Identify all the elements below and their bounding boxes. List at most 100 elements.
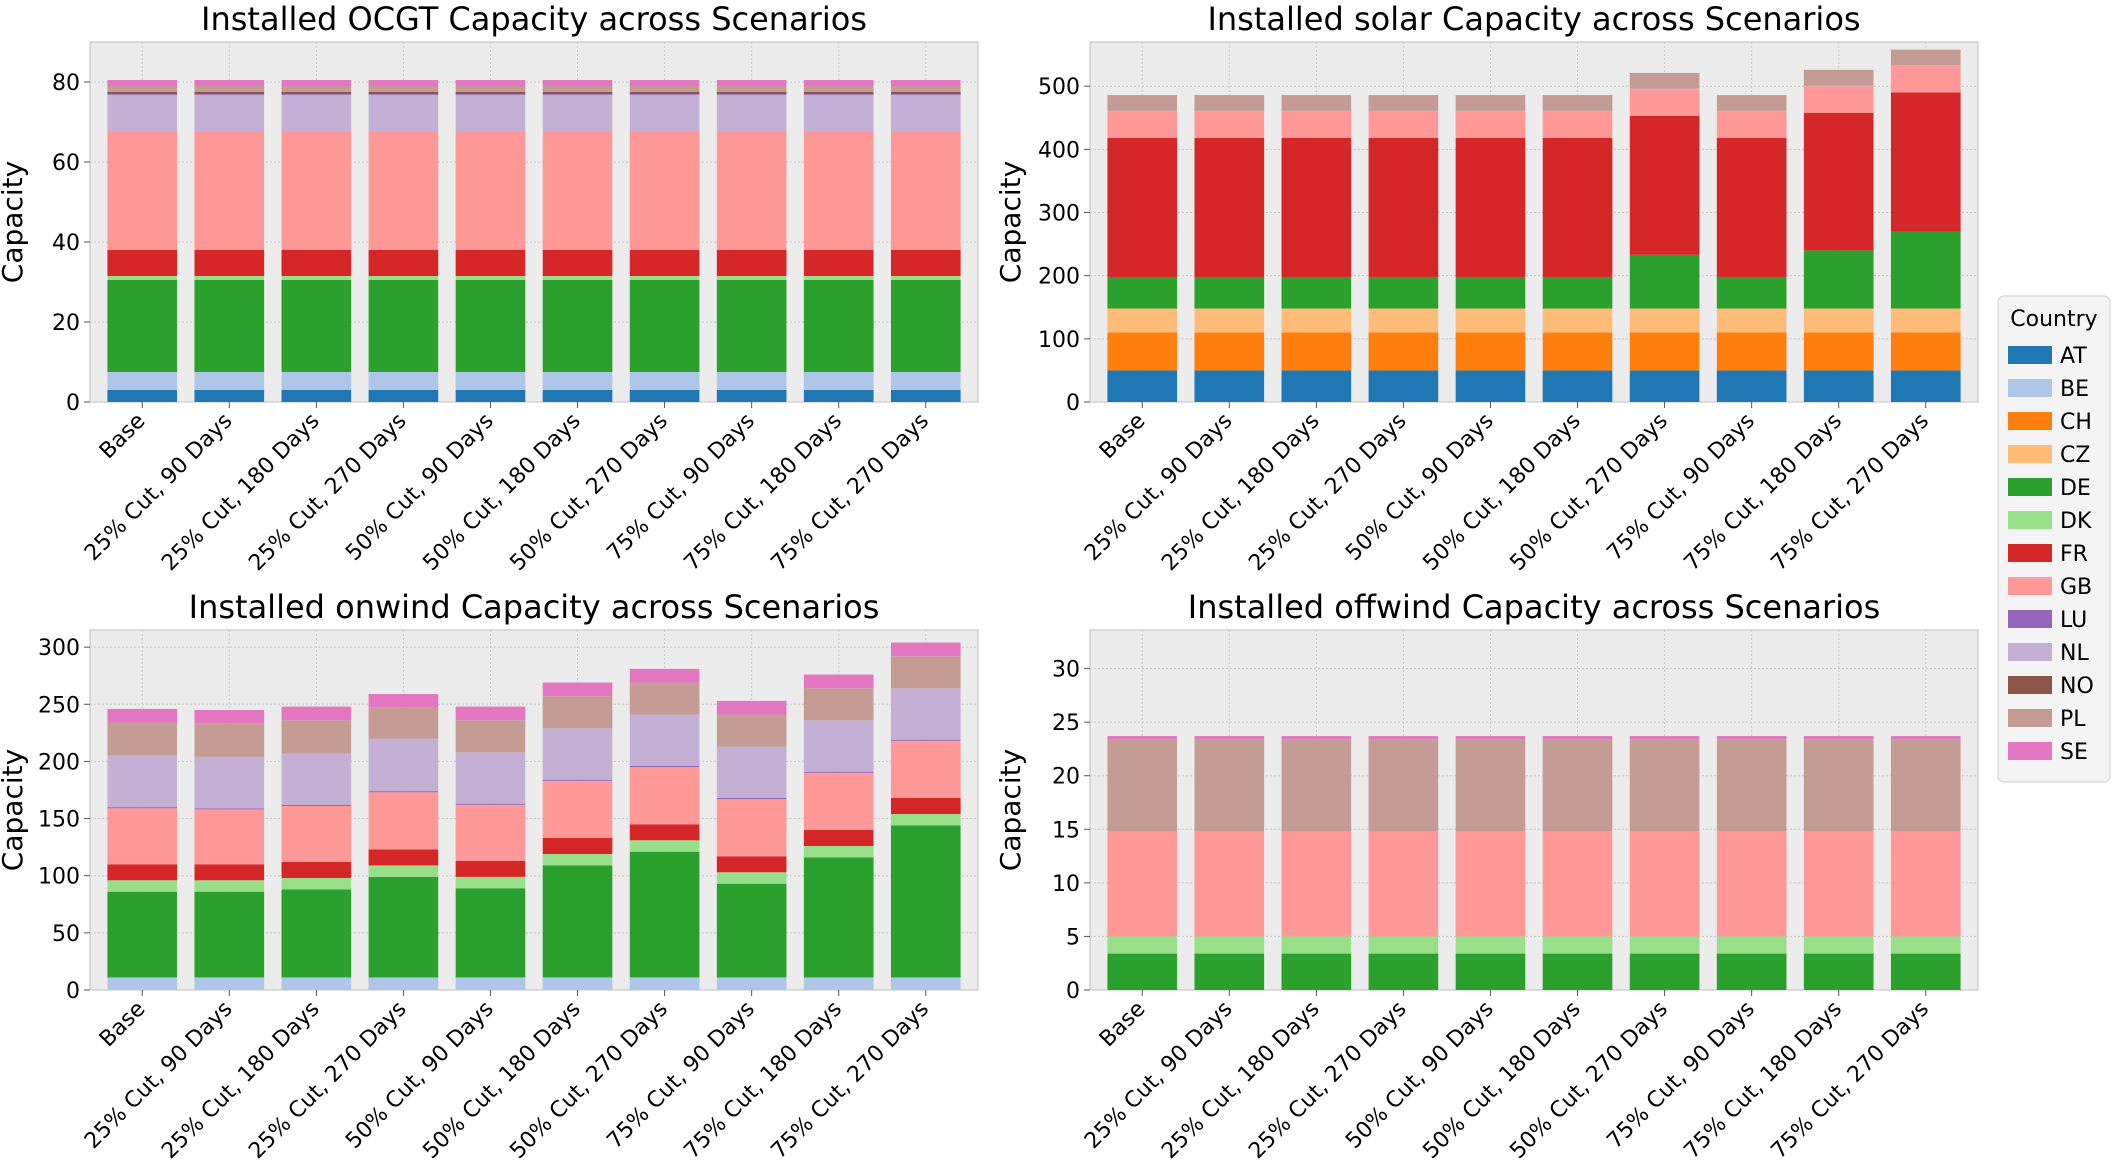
bar-de-7[interactable] (629, 851, 700, 978)
bar-dk-1[interactable] (107, 880, 178, 892)
bar-gb-9[interactable] (803, 132, 874, 250)
bar-cz-3[interactable] (1281, 308, 1352, 333)
bar-nl-1[interactable] (107, 755, 178, 808)
bar-lu-9[interactable] (803, 94, 874, 95)
bar-cz-4[interactable] (1368, 308, 1439, 333)
bar-se-9[interactable] (803, 80, 874, 86)
bar-at-3[interactable] (281, 390, 352, 402)
bar-de-5[interactable] (1455, 276, 1526, 309)
bar-pl-10[interactable] (890, 86, 961, 92)
bar-gb-7[interactable] (629, 132, 700, 250)
bar-nl-1[interactable] (1107, 110, 1178, 112)
bar-no-6[interactable] (542, 92, 613, 94)
bar-be-9[interactable] (803, 977, 874, 990)
bar-dk-6[interactable] (542, 854, 613, 866)
bar-pl-4[interactable] (368, 86, 439, 92)
bar-pl-6[interactable] (542, 696, 613, 729)
bar-dk-8[interactable] (716, 872, 787, 884)
bar-gb-7[interactable] (1629, 89, 1700, 116)
bar-nl-9[interactable] (803, 94, 874, 132)
bar-ch-2[interactable] (1194, 332, 1265, 371)
bar-pl-3[interactable] (281, 720, 352, 754)
bar-pl-7[interactable] (1629, 739, 1700, 832)
bar-pl-9[interactable] (803, 688, 874, 721)
bar-at-10[interactable] (890, 390, 961, 402)
bar-fr-5[interactable] (455, 860, 526, 877)
bar-fr-10[interactable] (890, 798, 961, 814)
bar-ch-9[interactable] (1803, 332, 1874, 371)
bar-gb-4[interactable] (1368, 831, 1439, 937)
bar-se-4[interactable] (368, 80, 439, 86)
bar-gb-5[interactable] (455, 804, 526, 861)
bar-at-7[interactable] (1629, 370, 1700, 402)
bar-ch-3[interactable] (1281, 332, 1352, 371)
bar-se-5[interactable] (455, 706, 526, 721)
bar-fr-4[interactable] (1368, 138, 1439, 277)
bar-gb-4[interactable] (368, 792, 439, 850)
bar-gb-9[interactable] (803, 772, 874, 830)
bar-fr-2[interactable] (1194, 138, 1265, 277)
bar-pl-4[interactable] (1368, 95, 1439, 111)
bar-lu-3[interactable] (281, 94, 352, 95)
bar-se-8[interactable] (716, 700, 787, 715)
bar-nl-8[interactable] (1716, 110, 1787, 112)
bar-dk-7[interactable] (629, 276, 700, 280)
bar-fr-10[interactable] (890, 250, 961, 276)
bar-gb-1[interactable] (107, 132, 178, 250)
bar-ch-8[interactable] (1716, 332, 1787, 371)
bar-fr-6[interactable] (542, 250, 613, 276)
bar-pl-1[interactable] (1107, 95, 1178, 111)
bar-nl-2[interactable] (1194, 110, 1265, 112)
bar-at-4[interactable] (1368, 370, 1439, 402)
bar-pl-5[interactable] (1455, 95, 1526, 111)
bar-se-4[interactable] (1368, 736, 1439, 740)
bar-fr-1[interactable] (1107, 138, 1178, 277)
bar-de-9[interactable] (803, 857, 874, 978)
bar-lu-4[interactable] (368, 94, 439, 95)
bar-de-6[interactable] (1542, 276, 1613, 309)
bar-ch-4[interactable] (1368, 332, 1439, 371)
bar-cz-1[interactable] (1107, 308, 1178, 333)
bar-de-6[interactable] (1542, 953, 1613, 990)
bar-at-5[interactable] (455, 390, 526, 402)
bar-pl-3[interactable] (281, 86, 352, 92)
bar-pl-3[interactable] (1281, 739, 1352, 832)
bar-ch-7[interactable] (1629, 332, 1700, 371)
bar-se-10[interactable] (890, 642, 961, 657)
bar-nl-7[interactable] (629, 714, 700, 766)
bar-lu-1[interactable] (107, 94, 178, 95)
bar-de-1[interactable] (1107, 276, 1178, 309)
bar-no-4[interactable] (368, 92, 439, 94)
bar-dk-7[interactable] (629, 840, 700, 852)
bar-de-8[interactable] (1716, 953, 1787, 990)
bar-pl-1[interactable] (1107, 739, 1178, 832)
bar-fr-7[interactable] (629, 824, 700, 841)
bar-gb-5[interactable] (455, 132, 526, 250)
bar-pl-6[interactable] (1542, 739, 1613, 832)
bar-pl-7[interactable] (629, 682, 700, 715)
bar-fr-3[interactable] (281, 250, 352, 276)
bar-nl-3[interactable] (281, 753, 352, 805)
bar-de-8[interactable] (1716, 276, 1787, 309)
bar-be-4[interactable] (368, 372, 439, 390)
bar-no-2[interactable] (194, 92, 265, 94)
bar-de-9[interactable] (1803, 250, 1874, 309)
bar-de-7[interactable] (629, 280, 700, 372)
bar-dk-7[interactable] (1629, 936, 1700, 954)
bar-se-2[interactable] (194, 710, 265, 724)
bar-be-3[interactable] (281, 977, 352, 990)
bar-lu-6[interactable] (542, 779, 613, 781)
bar-pl-7[interactable] (629, 86, 700, 92)
bar-gb-7[interactable] (629, 767, 700, 825)
bar-no-10[interactable] (890, 92, 961, 94)
bar-pl-2[interactable] (1194, 95, 1265, 111)
bar-gb-2[interactable] (1194, 831, 1265, 937)
bar-de-6[interactable] (542, 865, 613, 978)
bar-at-10[interactable] (1890, 370, 1961, 402)
bar-be-6[interactable] (542, 372, 613, 390)
bar-nl-2[interactable] (194, 94, 265, 132)
bar-se-2[interactable] (194, 80, 265, 86)
bar-be-2[interactable] (194, 372, 265, 390)
bar-nl-6[interactable] (542, 728, 613, 780)
bar-fr-9[interactable] (1803, 112, 1874, 251)
